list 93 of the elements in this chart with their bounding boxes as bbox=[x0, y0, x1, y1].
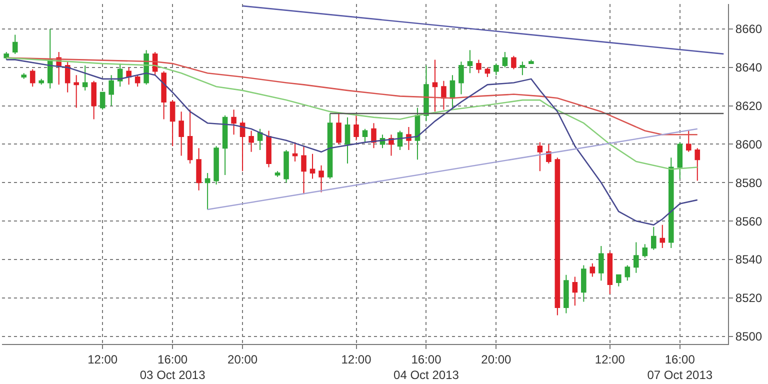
y-tick-label: 8500 bbox=[735, 330, 762, 344]
x-tick-label: 16:00 03 Oct 2013 bbox=[140, 352, 206, 382]
y-tick-label: 8600 bbox=[735, 137, 762, 152]
x-tick-label: 12:00 bbox=[88, 352, 118, 366]
candlestick bbox=[204, 172, 210, 210]
candlestick bbox=[214, 146, 219, 186]
candlestick bbox=[117, 63, 123, 88]
x-tick-label: 12:00 bbox=[341, 352, 372, 366]
candlestick bbox=[694, 148, 700, 182]
candlestick bbox=[651, 226, 656, 250]
candlestick bbox=[450, 74, 456, 108]
candlestick bbox=[424, 64, 429, 122]
candlestick bbox=[668, 157, 674, 248]
candlestick bbox=[677, 142, 683, 180]
candlestick bbox=[187, 109, 193, 164]
y-tick-label: 8560 bbox=[735, 214, 762, 228]
x-tick-label: 12:00 bbox=[594, 352, 626, 366]
candlestick bbox=[581, 264, 586, 302]
candlestick bbox=[134, 74, 140, 88]
candlestick bbox=[432, 59, 438, 112]
candlestick bbox=[161, 70, 166, 120]
y-tick-label: 8640 bbox=[735, 60, 762, 75]
candlestick bbox=[598, 246, 604, 282]
candlestick bbox=[624, 264, 630, 282]
candlestick bbox=[74, 74, 79, 108]
candlestick bbox=[660, 224, 666, 248]
candlestick bbox=[231, 109, 236, 136]
candlestick bbox=[354, 114, 359, 141]
candlestick bbox=[414, 107, 420, 160]
candlestick bbox=[336, 112, 342, 145]
candlestick bbox=[284, 149, 289, 184]
candlestick bbox=[686, 130, 692, 152]
candlestick bbox=[257, 128, 263, 150]
candlestick bbox=[301, 146, 306, 195]
candlestick bbox=[344, 116, 350, 164]
candlestick bbox=[47, 28, 53, 90]
candlestick bbox=[248, 130, 254, 152]
line-series bbox=[6, 59, 698, 226]
candlestick bbox=[266, 130, 272, 168]
candlestick bbox=[178, 111, 184, 156]
x-tick-label: 16:00 07 Oct 2013 bbox=[647, 352, 713, 382]
candlestick bbox=[634, 242, 639, 274]
candlestick bbox=[4, 52, 10, 60]
candlestick bbox=[554, 157, 560, 316]
candlestick bbox=[126, 66, 132, 86]
candlestick bbox=[222, 114, 228, 176]
candlestick bbox=[441, 80, 446, 110]
candlestick bbox=[590, 262, 596, 278]
candlestick bbox=[572, 276, 578, 306]
candlestick bbox=[494, 63, 499, 76]
candlestick bbox=[240, 120, 246, 172]
y-tick-label: 8580 bbox=[735, 176, 762, 190]
candlestick bbox=[274, 170, 280, 178]
line-series bbox=[6, 57, 698, 170]
candlestick bbox=[310, 153, 316, 180]
candlestick bbox=[21, 72, 27, 80]
candlestick bbox=[82, 64, 88, 91]
candlestick bbox=[502, 52, 508, 68]
x-tick-label: 20:00 bbox=[228, 352, 258, 366]
candlestick bbox=[196, 148, 202, 191]
y-tick-label: 8540 bbox=[735, 252, 762, 267]
y-tick-label: 8520 bbox=[735, 291, 762, 306]
candlestick bbox=[170, 100, 176, 147]
candlestick bbox=[520, 61, 526, 76]
y-tick-label: 8620 bbox=[735, 99, 762, 114]
candlestick bbox=[546, 144, 552, 164]
candlestick bbox=[64, 61, 70, 93]
x-tick-label: 16:00 04 Oct 2013 bbox=[394, 352, 460, 382]
x-tick-label: 20:00 bbox=[481, 352, 512, 366]
candlestick bbox=[108, 74, 114, 106]
candlestick bbox=[30, 68, 36, 88]
candlestick bbox=[484, 66, 490, 78]
candlestick bbox=[292, 142, 298, 162]
candlestick bbox=[616, 274, 622, 287]
candlestick bbox=[476, 59, 482, 74]
line-series bbox=[6, 57, 698, 136]
y-tick-label: 8660 bbox=[735, 22, 762, 36]
candlestick bbox=[564, 274, 569, 314]
candlestick bbox=[371, 122, 376, 149]
candlestick bbox=[528, 59, 534, 64]
candlestick bbox=[511, 55, 516, 70]
candlestick bbox=[100, 92, 106, 110]
candlestick bbox=[91, 80, 96, 120]
candlestick bbox=[12, 34, 18, 54]
candlestick bbox=[537, 142, 543, 172]
candlestick bbox=[327, 112, 333, 180]
candlestick bbox=[318, 164, 324, 193]
candlestick bbox=[607, 251, 613, 295]
candlestick bbox=[642, 244, 648, 258]
candlestick bbox=[458, 61, 464, 95]
candlestick bbox=[362, 128, 368, 143]
candlestick bbox=[38, 78, 44, 86]
candlestick bbox=[467, 50, 473, 74]
